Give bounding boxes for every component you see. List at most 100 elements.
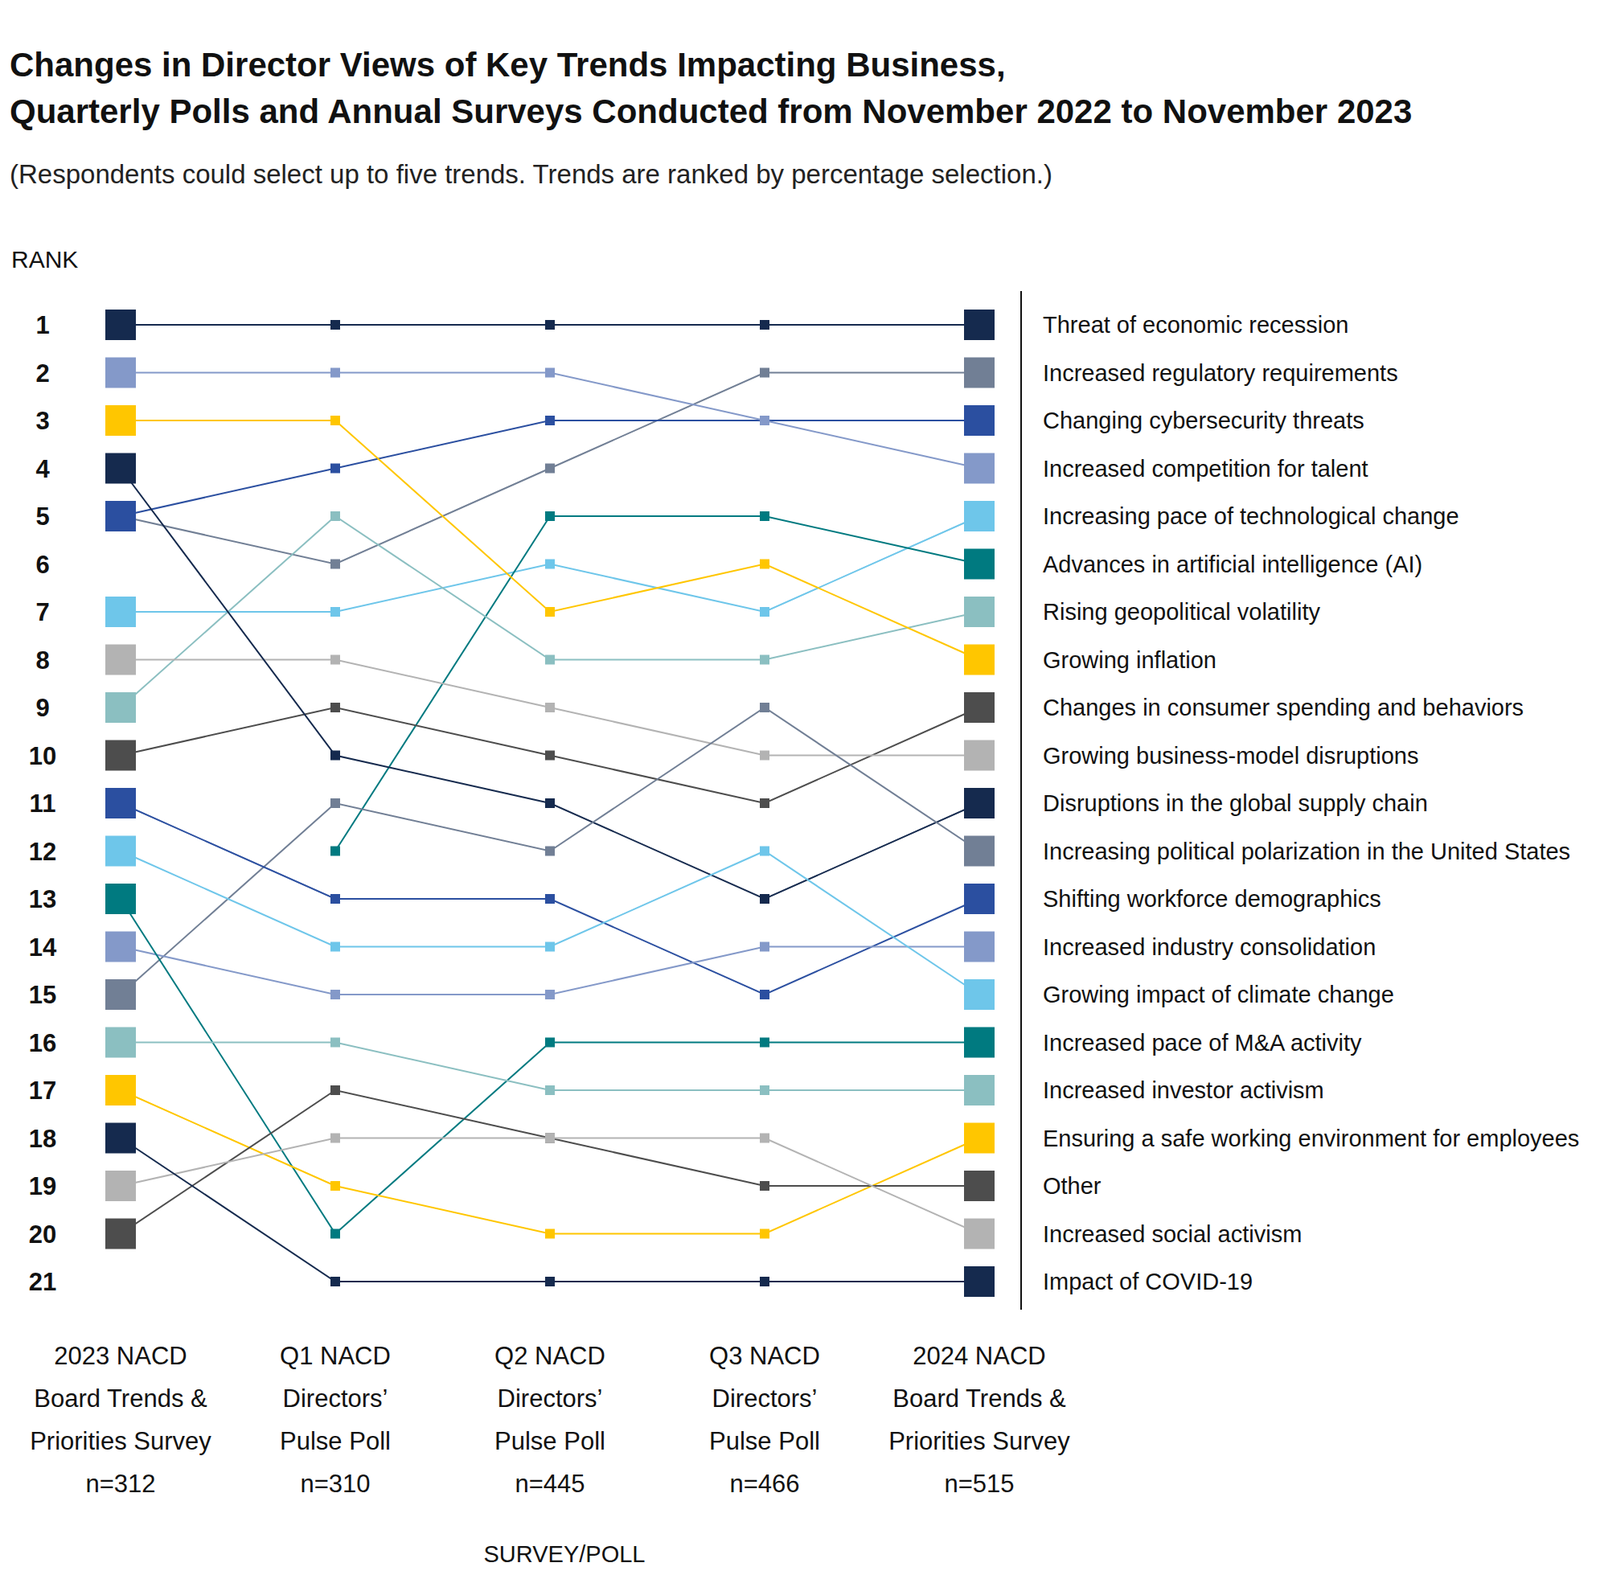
marker — [545, 1276, 555, 1287]
series-label: Increased regulatory requirements — [1042, 360, 1399, 386]
y-tick-label: 3 — [35, 406, 50, 435]
series-line — [120, 1090, 980, 1235]
title: Changes in Director Views of Key Trends … — [9, 45, 1412, 131]
series-line — [120, 1138, 980, 1283]
marker — [964, 979, 995, 1010]
marker — [105, 357, 136, 389]
x-tick-label-line: n=310 — [299, 1469, 370, 1498]
x-tick-label-line: Priorities Survey — [29, 1427, 212, 1456]
x-tick-label-line: Directors’ — [497, 1384, 604, 1413]
marker — [330, 1276, 341, 1287]
marker — [759, 1181, 770, 1191]
series-line — [120, 516, 980, 612]
x-tick-label-line: n=312 — [85, 1469, 156, 1498]
marker — [105, 979, 136, 1010]
series-line — [120, 660, 980, 756]
marker — [964, 309, 995, 341]
y-tick-label: 21 — [28, 1267, 57, 1297]
marker — [105, 453, 136, 485]
marker — [105, 1123, 136, 1154]
series-label: Impact of COVID-19 — [1042, 1268, 1253, 1295]
marker — [964, 836, 995, 867]
x-tick-label-line: Directors’ — [712, 1384, 818, 1413]
series-label: Advances in artificial intelligence (AI) — [1042, 551, 1423, 578]
title-line: Quarterly Polls and Annual Surveys Condu… — [9, 92, 1412, 131]
series-label: Shifting workforce demographics — [1042, 886, 1382, 912]
marker — [964, 740, 995, 772]
marker — [330, 1229, 341, 1239]
x-tick-label-line: n=515 — [943, 1469, 1014, 1498]
y-tick-label: 20 — [28, 1220, 57, 1249]
x-tick-label-line: Board Trends & — [33, 1384, 208, 1413]
y-tick-label: 18 — [28, 1124, 57, 1153]
marker — [105, 1170, 136, 1202]
marker — [545, 989, 555, 1000]
y-tick-label: 5 — [35, 502, 50, 531]
series-line — [120, 468, 980, 900]
marker — [964, 405, 995, 436]
x-tick-label: 2023 NACDBoard Trends &Priorities Survey… — [29, 1341, 212, 1498]
series-label: Changing cybersecurity threats — [1042, 407, 1365, 434]
marker — [105, 644, 136, 676]
marker — [964, 931, 995, 963]
marker — [545, 750, 555, 761]
series-label: Changes in consumer spending and behavio… — [1042, 694, 1524, 721]
series-line — [120, 420, 980, 661]
marker — [105, 1027, 136, 1059]
series-line — [120, 1090, 980, 1235]
x-tick-label-line: Q1 NACD — [279, 1341, 391, 1371]
marker — [759, 989, 770, 1000]
marker — [330, 798, 341, 809]
marker — [759, 846, 770, 857]
marker — [545, 415, 555, 426]
y-tick-label: 2 — [35, 359, 50, 388]
marker — [330, 942, 341, 952]
marker — [964, 692, 995, 723]
y-axis-label: RANK — [11, 246, 78, 273]
marker — [545, 559, 555, 570]
y-tick-label: 7 — [35, 598, 50, 627]
series-line — [335, 516, 980, 852]
marker — [759, 415, 770, 426]
marker — [964, 1123, 995, 1154]
marker — [964, 1170, 995, 1202]
marker — [759, 607, 770, 617]
x-tick-label: Q3 NACDDirectors’Pulse Polln=466 — [709, 1341, 821, 1498]
marker — [759, 320, 770, 330]
series-line — [120, 803, 980, 995]
marker — [964, 596, 995, 628]
series-label: Ensuring a safe working environment for … — [1042, 1125, 1580, 1152]
series-label: Threat of economic recession — [1042, 311, 1349, 338]
marker — [105, 309, 136, 341]
marker — [330, 559, 341, 570]
marker — [330, 415, 341, 426]
marker — [330, 894, 341, 904]
marker — [330, 702, 341, 713]
marker — [545, 702, 555, 713]
series-label: Increased pace of M&A activity — [1042, 1029, 1363, 1056]
marker — [545, 655, 555, 665]
marker — [759, 702, 770, 713]
marker — [105, 931, 136, 963]
marker — [105, 883, 136, 915]
x-tick-label: 2024 NACDBoard Trends &Priorities Survey… — [888, 1341, 1071, 1498]
marker — [545, 894, 555, 904]
y-tick-label: 1 — [35, 311, 50, 340]
marker — [330, 1133, 341, 1144]
series-label: Increased social activism — [1042, 1221, 1302, 1248]
marker — [545, 511, 555, 522]
series-label: Growing impact of climate change — [1042, 981, 1395, 1008]
marker — [330, 463, 341, 474]
marker — [964, 787, 995, 819]
x-tick-label-line: n=445 — [514, 1469, 585, 1498]
series-label: Growing business-model disruptions — [1042, 742, 1419, 769]
marker — [759, 1133, 770, 1144]
y-tick-label: 13 — [28, 885, 57, 914]
marker — [759, 894, 770, 904]
series-line — [120, 420, 980, 517]
marker — [964, 500, 995, 532]
marker — [330, 1181, 341, 1191]
series-label: Increasing pace of technological change — [1042, 503, 1460, 530]
y-tick-label: 8 — [35, 646, 50, 675]
marker — [330, 511, 341, 522]
